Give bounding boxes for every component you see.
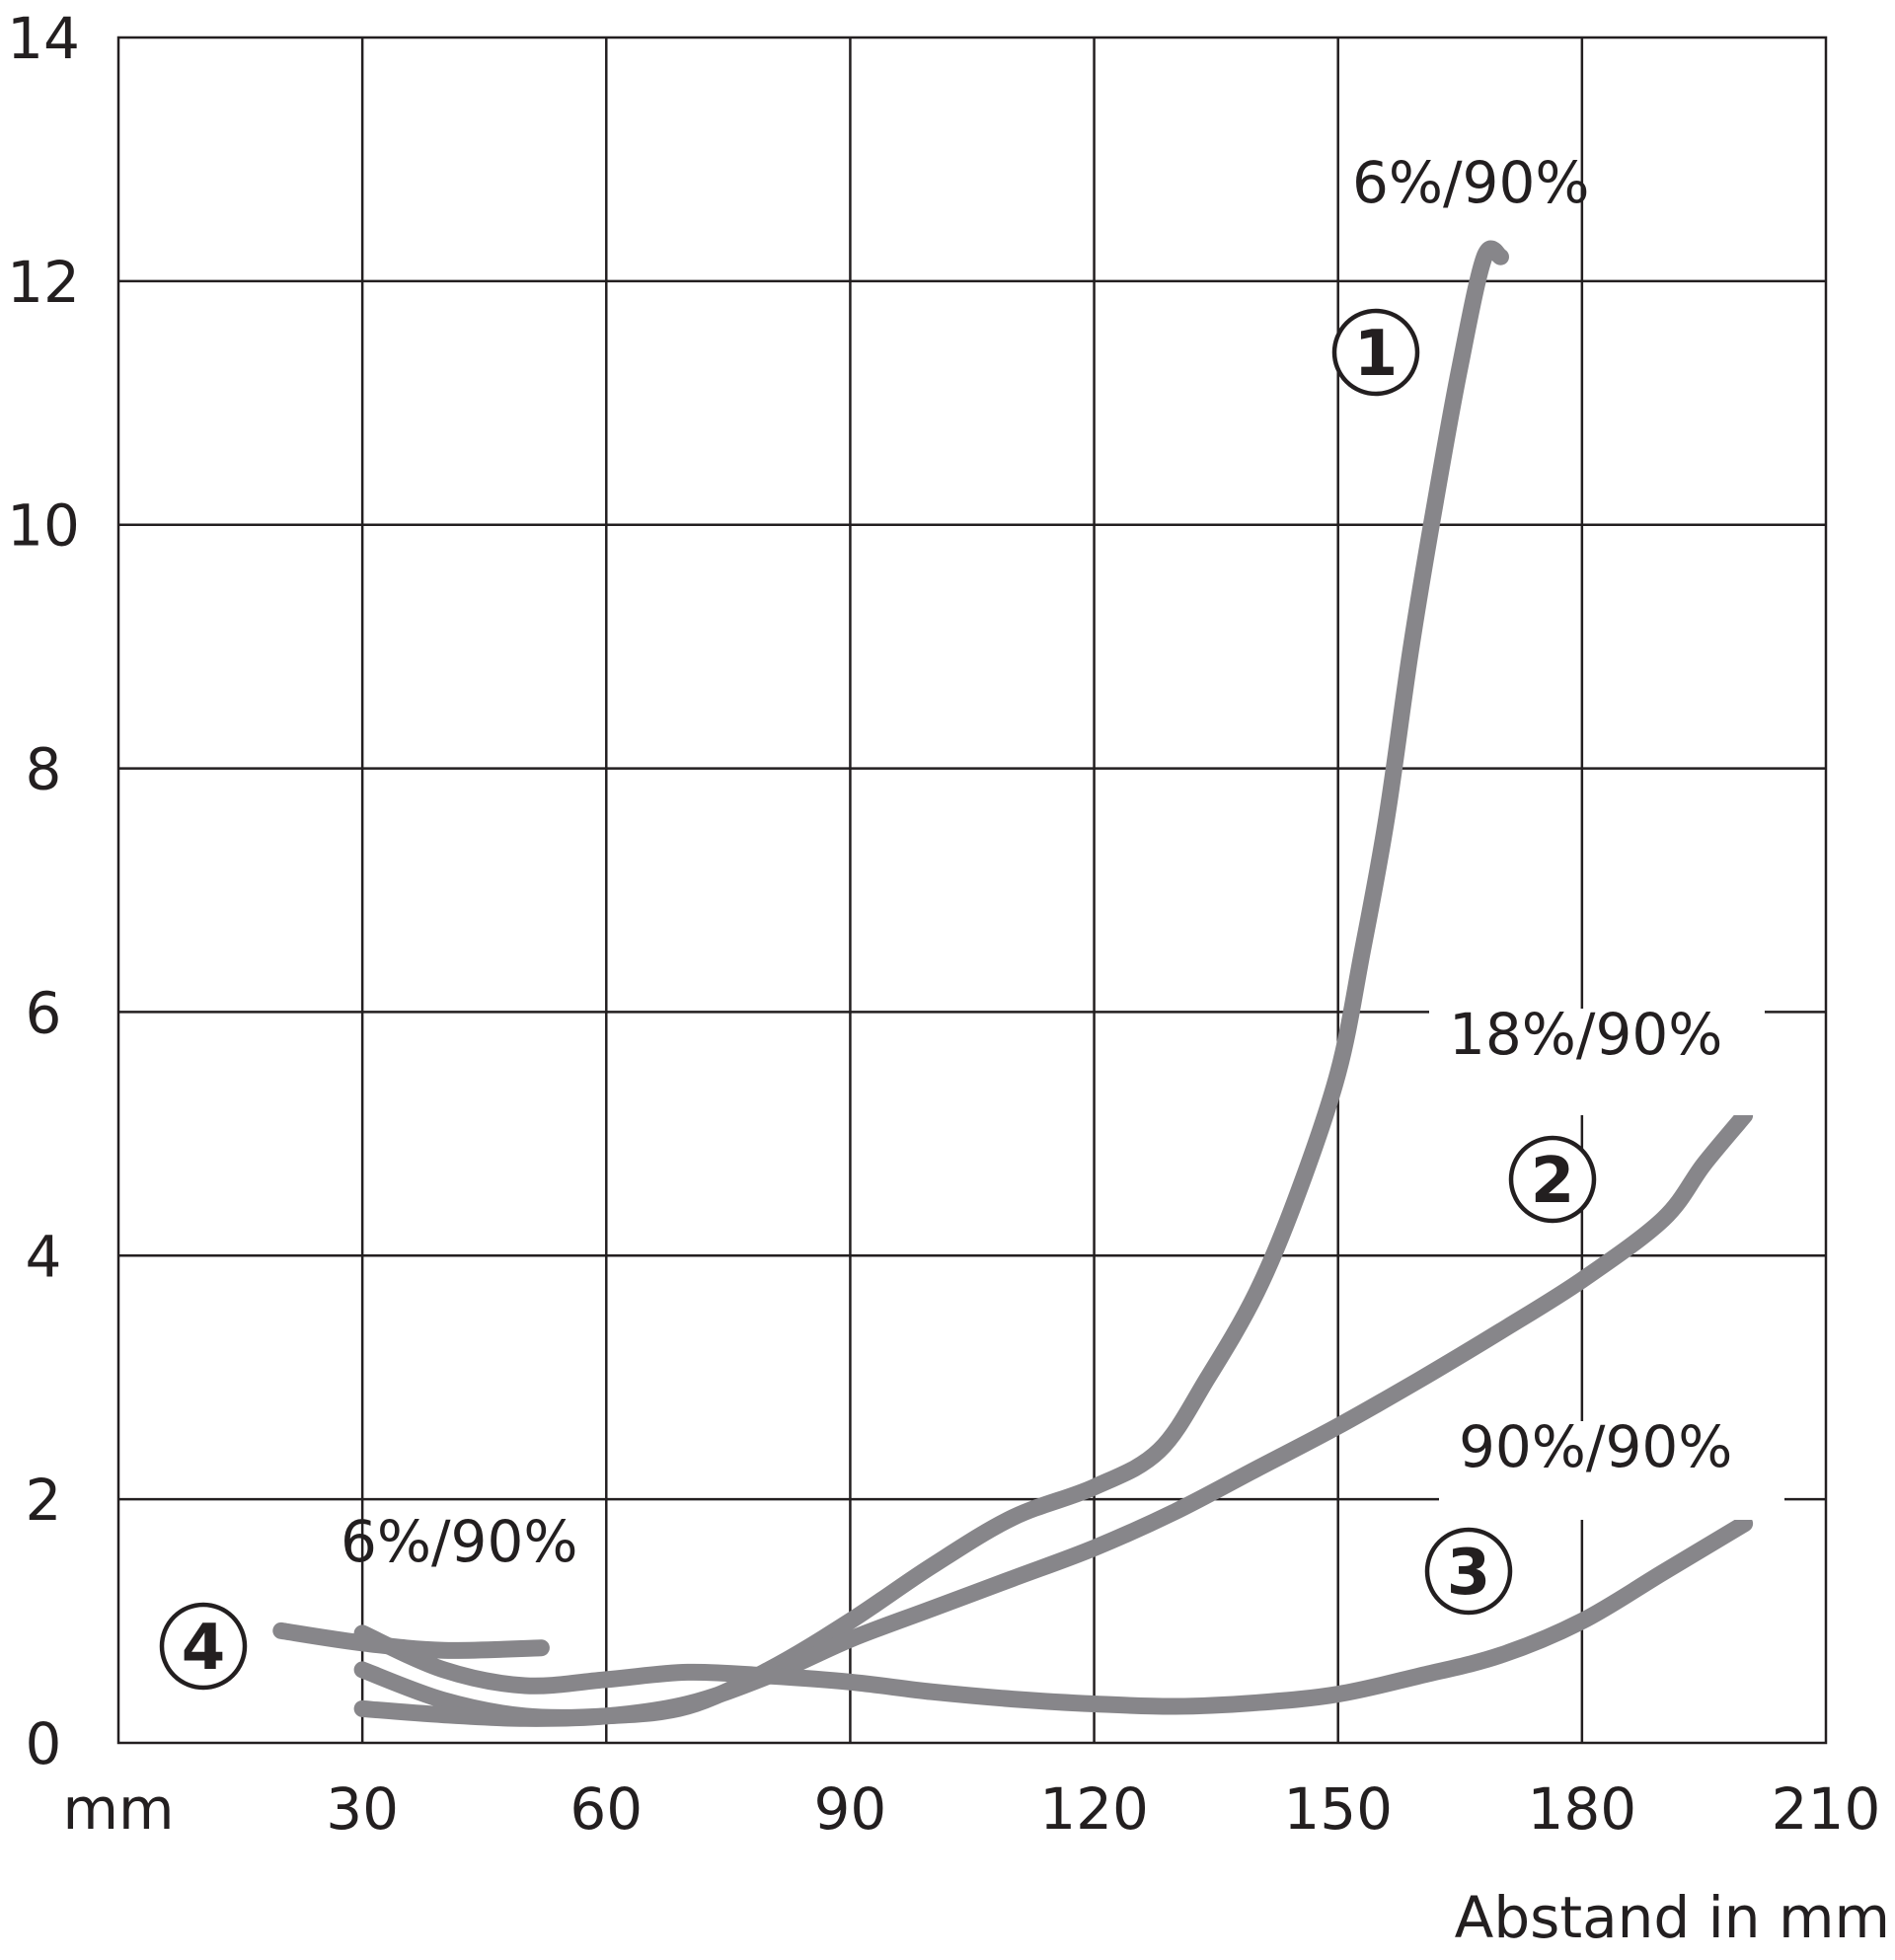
series-marker-circle-1 (1331, 308, 1420, 397)
series-marker-2: 2 (1508, 1135, 1597, 1224)
x-tick-label-90: 90 (814, 1775, 887, 1843)
series-label-1: 6%/90% (1352, 149, 1589, 216)
y-tick-label-12: 12 (7, 249, 80, 316)
x-axis-unit-label: mm (63, 1775, 175, 1843)
x-tick-label-180: 180 (1527, 1775, 1636, 1843)
y-tick-label-2: 2 (26, 1467, 62, 1534)
series-label-3: 90%/90% (1459, 1413, 1732, 1480)
x-tick-label-150: 150 (1283, 1775, 1393, 1843)
y-tick-label-14: 14 (7, 5, 80, 72)
y-tick-label-6: 6 (26, 979, 62, 1046)
series-marker-circle-4 (159, 1602, 248, 1691)
x-tick-label-30: 30 (326, 1775, 399, 1843)
x-tick-label-120: 120 (1039, 1775, 1149, 1843)
y-tick-label-10: 10 (7, 492, 80, 560)
series-marker-1: 1 (1331, 308, 1420, 397)
series-line-2 (353, 1106, 1754, 1727)
y-tick-label-8: 8 (26, 736, 62, 803)
series-label-4: 6%/90% (341, 1508, 577, 1575)
series-line-4 (272, 1621, 550, 1659)
series-label-2: 18%/90% (1449, 1001, 1722, 1068)
x-tick-label-210: 210 (1772, 1775, 1881, 1843)
series-line-3 (353, 1515, 1754, 1715)
series-marker-4: 4 (159, 1602, 248, 1691)
chart-grid (118, 38, 1826, 1743)
series-marker-circle-3 (1424, 1527, 1513, 1616)
series-marker-number-4: 4 (182, 1612, 226, 1685)
series-label-bg-3 (1439, 1421, 1784, 1520)
series-label-bg-2 (1429, 1009, 1765, 1115)
series-marker-3: 3 (1424, 1527, 1513, 1616)
plot-frame (116, 36, 1828, 1745)
series-marker-number-3: 3 (1447, 1537, 1491, 1610)
x-tick-label-60: 60 (569, 1775, 643, 1843)
y-tick-label-4: 4 (26, 1223, 62, 1290)
series-marker-number-2: 2 (1531, 1145, 1575, 1218)
chart-series (272, 240, 1754, 1727)
x-axis-title: Abstand in mm (1455, 1884, 1890, 1951)
y-tick-label-0: 0 (26, 1710, 62, 1777)
chart-labels: 6%/90% 1 18%/90% 2 90%/90% 3 6%/90% 4 (159, 149, 1784, 1691)
series-marker-number-1: 1 (1354, 318, 1399, 391)
series-marker-circle-2 (1508, 1135, 1597, 1224)
series-line-1 (353, 240, 1509, 1726)
